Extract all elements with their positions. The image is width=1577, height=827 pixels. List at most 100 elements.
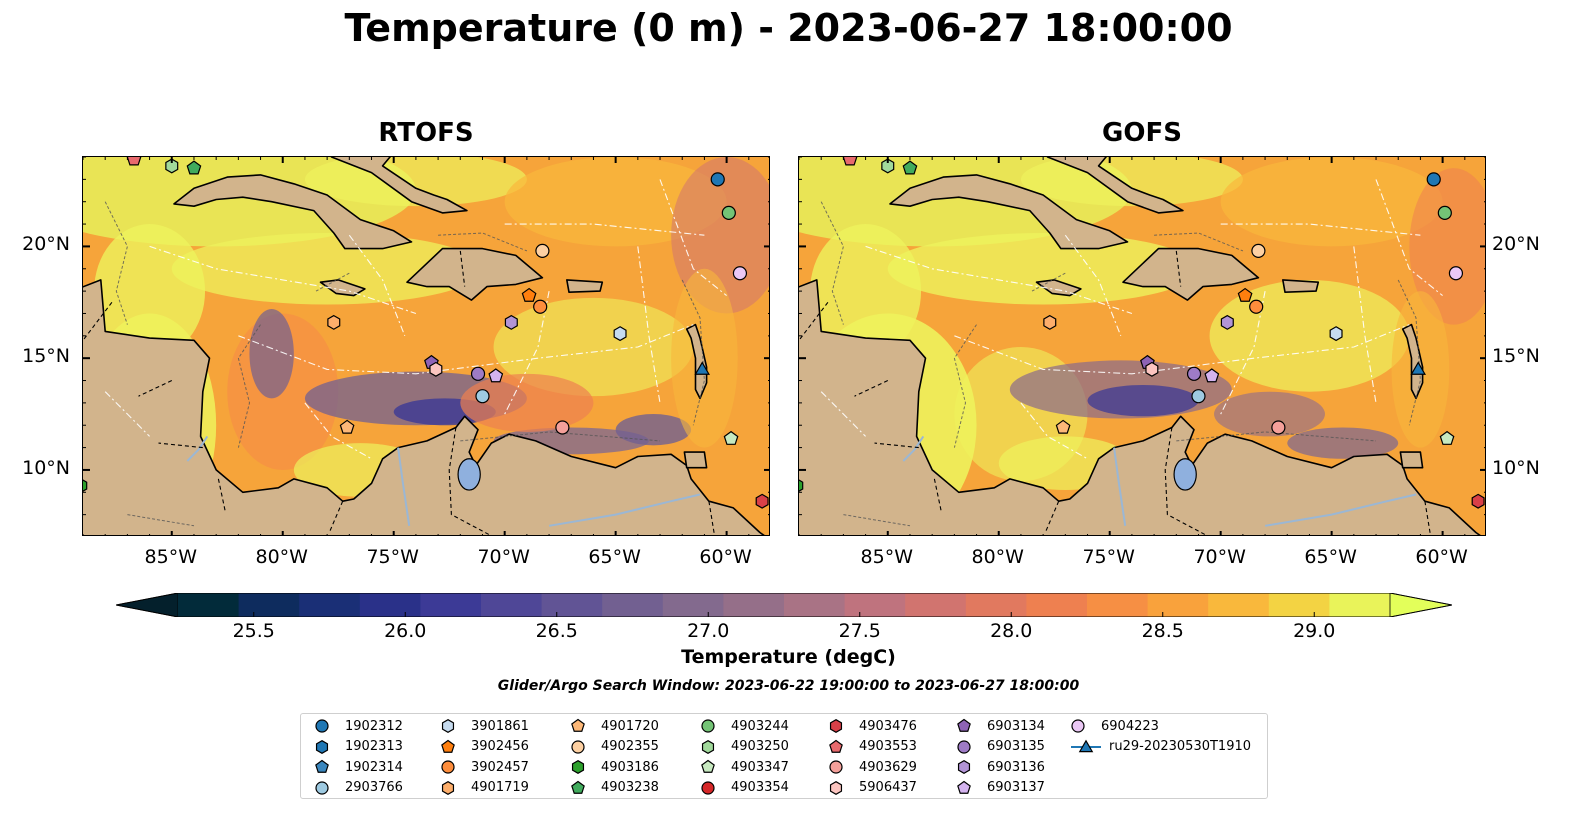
legend-label: 4903244 (731, 718, 789, 734)
legend-marker-hexagon-icon (571, 760, 585, 774)
legend-item: 4901720 (571, 716, 659, 736)
gofs-marker-4901719 (1043, 314, 1057, 330)
legend-item: 4903347 (701, 757, 789, 777)
gofs-y-tick-label: 15°N (1492, 345, 1540, 368)
legend-label: 4903238 (601, 780, 659, 795)
legend-label: ru29-20230530T1910 (1109, 739, 1252, 754)
rtofs-marker-4901720 (339, 419, 355, 434)
legend-marker-pentagon-icon (957, 718, 971, 732)
gofs-eez-boundary-4 (1353, 246, 1377, 403)
rtofs-y-tick-label: 15°N (22, 345, 70, 368)
gofs-country-border-3 (933, 478, 942, 511)
colorbar-segment (178, 593, 240, 617)
rtofs-land-lesser-antilles (685, 323, 708, 400)
rtofs-temperature-field-4 (171, 233, 483, 305)
colorbar-segment (723, 593, 785, 617)
rtofs-eez-boundary-4 (637, 246, 661, 403)
colorbar (116, 593, 1452, 617)
rtofs-country-border-1 (138, 380, 173, 397)
legend-marker-pentagon-icon (441, 739, 455, 753)
map-rtofs-canvas (83, 157, 769, 535)
rtofs-x-tick-label: 70°W (477, 546, 530, 568)
legend-marker-circle-icon (441, 760, 455, 774)
rtofs-marker-ru29-20230530T1910 (694, 361, 710, 375)
gofs-marker-4903244 (1437, 205, 1452, 220)
rtofs-eez-boundary-7 (104, 391, 150, 437)
legend-item: 3902457 (441, 757, 529, 777)
rtofs-marker-4902355 (535, 243, 550, 258)
rtofs-marker-6904223 (732, 266, 748, 281)
rtofs-marker-6903137 (488, 368, 504, 383)
gofs-marker-5906437 (1145, 361, 1159, 377)
gofs-land-trinidad (1399, 451, 1424, 469)
search-window-text: Glider/Argo Search Window: 2023-06-22 19… (497, 678, 1080, 694)
colorbar-segment (299, 593, 361, 617)
gofs-temperature-field-3 (1409, 168, 1485, 325)
rtofs-country-border-6 (459, 250, 466, 287)
rtofs-marker-2903766 (475, 389, 490, 404)
rtofs-bathymetry-contour-2 (315, 272, 350, 292)
rtofs-x-tick-label: 60°W (699, 546, 752, 568)
legend-item: 1902314 (315, 757, 403, 777)
gofs-eez-boundary-7 (820, 391, 866, 437)
legend-label: 4903347 (731, 759, 789, 775)
legend-item: 4903238 (571, 778, 659, 798)
gofs-x-tick-label: 85°W (860, 546, 913, 568)
gofs-marker-4903238 (902, 160, 918, 175)
colorbar-segment (602, 593, 664, 617)
colorbar-tick-label: 27.0 (687, 620, 730, 642)
legend-label: 3902456 (471, 739, 529, 754)
colorbar-segment (965, 593, 1027, 617)
legend-marker-hexagon-icon (315, 739, 329, 754)
colorbar-max-extension (1389, 593, 1452, 617)
legend-marker-circle-icon (829, 760, 843, 774)
gofs-bathymetry-contour-1 (953, 324, 977, 448)
gofs-bathymetry-contour-2 (1031, 272, 1066, 292)
gofs-marker-4903250 (881, 158, 895, 174)
legend-marker-pentagon-icon (829, 739, 843, 753)
legend-marker-hexagon-icon (701, 739, 715, 754)
legend-label: 4903186 (601, 759, 659, 775)
colorbar-segment (662, 593, 724, 617)
rtofs-land-cuba (173, 174, 413, 250)
rtofs-river-0 (186, 435, 209, 462)
colorbar-tick-label: 26.5 (535, 620, 578, 642)
gofs-land-cuba (889, 174, 1129, 250)
gofs-x-tick-label: 60°W (1415, 546, 1468, 568)
colorbar-segment (1147, 593, 1209, 617)
legend-item: 3902456 (441, 737, 529, 757)
panel-title-gofs: GOFS (1102, 118, 1182, 148)
colorbar-min-extension (116, 593, 179, 617)
legend-label: 4903553 (859, 739, 917, 754)
gofs-marker-6903136 (1220, 314, 1234, 330)
rtofs-bathymetry-contour-0 (104, 201, 128, 325)
legend-label: 4903629 (859, 759, 917, 775)
rtofs-y-tick-label: 10°N (22, 456, 70, 479)
colorbar-segment (1208, 593, 1270, 617)
gofs-marker-3902457 (1249, 299, 1264, 314)
gofs-eez-boundary-0 (865, 245, 1133, 315)
gofs-temperature-field-4 (887, 233, 1199, 305)
map-panel-rtofs (82, 156, 770, 536)
gofs-marker-4903553 (842, 157, 858, 166)
gofs-marker-2903766 (1191, 389, 1206, 404)
legend-label: 6904223 (1101, 718, 1159, 734)
legend-marker-circle-icon (701, 780, 715, 795)
gofs-bathymetry-contour-3 (1154, 232, 1244, 252)
legend-item: 6903137 (957, 778, 1045, 798)
gofs-land-hispaniola (1122, 247, 1260, 301)
legend-item: 4902355 (571, 737, 659, 757)
legend-item: 5906437 (829, 778, 917, 798)
legend-item: ru29-20230530T1910 (1071, 737, 1251, 757)
rtofs-bathymetry-contour-4 (681, 279, 705, 426)
rtofs-temperature-field-1 (304, 157, 527, 207)
gofs-land-bahamas (1046, 157, 1184, 214)
legend-label: 1902314 (345, 759, 403, 775)
colorbar-segment (1026, 593, 1088, 617)
legend-item: 4901719 (441, 778, 529, 798)
rtofs-eez-boundary-0 (149, 245, 417, 315)
legend-marker-hexagon-icon (441, 780, 455, 795)
rtofs-country-border-2 (158, 442, 203, 449)
colorbar-label: Temperature (degC) (681, 646, 896, 668)
legend-item: 6903134 (957, 716, 1045, 736)
